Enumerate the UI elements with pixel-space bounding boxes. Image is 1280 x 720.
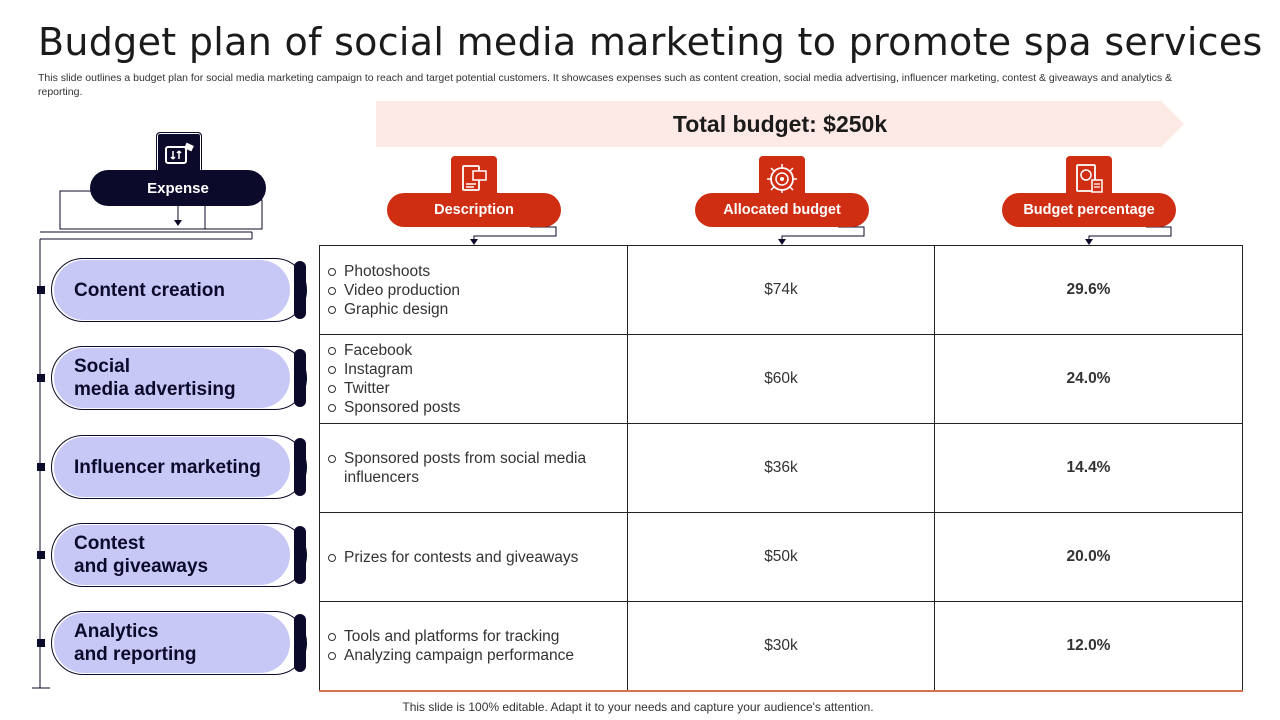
list-item: Prizes for contests and giveaways: [326, 548, 627, 567]
row-connector-dot: [37, 639, 45, 647]
row-label-line1: Contest: [74, 533, 145, 554]
list-item: Sponsored posts from social media influe…: [326, 449, 627, 487]
description-cell: Facebook Instagram Twitter Sponsored pos…: [319, 334, 628, 424]
row-label-line1: Social: [74, 356, 130, 377]
page-title: Budget plan of social media marketing to…: [38, 20, 1263, 64]
row-connector-dot: [37, 551, 45, 559]
row-label-content-creation: Content creation: [54, 260, 290, 320]
total-budget-banner: Total budget: $250k: [376, 101, 1184, 147]
row-label-line2: and giveaways: [74, 556, 209, 577]
allocated-cell: $60k: [627, 334, 935, 424]
description-cell: Photoshoots Video production Graphic des…: [319, 245, 628, 335]
allocated-cell: $50k: [627, 512, 935, 602]
list-item: Graphic design: [326, 300, 627, 319]
table-row: Facebook Instagram Twitter Sponsored pos…: [319, 334, 1243, 424]
description-cell: Tools and platforms for tracking Analyzi…: [319, 601, 628, 692]
header-budget-percentage: Budget percentage: [1002, 193, 1176, 227]
row-label-line2: and reporting: [74, 644, 197, 665]
percentage-cell: 14.4%: [934, 423, 1243, 513]
row-label-outline: [51, 611, 307, 675]
row-connector-dot: [37, 374, 45, 382]
row-marker-bar: [294, 349, 306, 407]
list-item: Analyzing campaign performance: [326, 646, 627, 665]
row-label-outline: [51, 523, 307, 587]
description-cell: Prizes for contests and giveaways: [319, 512, 628, 602]
list-item: Instagram: [326, 360, 627, 379]
row-label-analytics-reporting: Analytics and reporting: [54, 613, 290, 673]
list-item: Photoshoots: [326, 262, 627, 281]
row-label-line2: media advertising: [74, 379, 236, 400]
percentage-cell: 29.6%: [934, 245, 1243, 335]
table-row: Tools and platforms for tracking Analyzi…: [319, 601, 1243, 692]
expense-label: Expense: [90, 170, 266, 206]
row-marker-bar: [294, 438, 306, 496]
table-row: Sponsored posts from social media influe…: [319, 423, 1243, 513]
row-connector-dot: [37, 286, 45, 294]
description-cell: Sponsored posts from social media influe…: [319, 423, 628, 513]
row-label-line1: Influencer marketing: [74, 456, 261, 478]
row-label-social-media-advertising: Social media advertising: [54, 348, 290, 408]
list-item: Sponsored posts: [326, 398, 627, 417]
percentage-cell: 20.0%: [934, 512, 1243, 602]
row-label-contest-giveaways: Contest and giveaways: [54, 525, 290, 585]
percentage-cell: 12.0%: [934, 601, 1243, 692]
row-marker-bar: [294, 526, 306, 584]
row-label-line1: Analytics: [74, 621, 159, 642]
percentage-cell: 24.0%: [934, 334, 1243, 424]
table-row: Prizes for contests and giveaways $50k 2…: [319, 512, 1243, 602]
allocated-cell: $30k: [627, 601, 935, 692]
header-description: Description: [387, 193, 561, 227]
row-connector-dot: [37, 463, 45, 471]
header-allocated-budget: Allocated budget: [695, 193, 869, 227]
list-item: Facebook: [326, 341, 627, 360]
row-marker-bar: [294, 614, 306, 672]
row-marker-bar: [294, 261, 306, 319]
page-subtitle: This slide outlines a budget plan for so…: [38, 72, 1173, 98]
list-item: Tools and platforms for tracking: [326, 627, 627, 646]
row-label-outline: [51, 346, 307, 410]
table-row: Photoshoots Video production Graphic des…: [319, 245, 1243, 335]
row-label-influencer-marketing: Influencer marketing: [54, 437, 290, 497]
list-item: Video production: [326, 281, 627, 300]
row-label-line1: Content creation: [74, 279, 225, 301]
allocated-cell: $74k: [627, 245, 935, 335]
budget-table: Photoshoots Video production Graphic des…: [319, 245, 1243, 692]
allocated-cell: $36k: [627, 423, 935, 513]
row-label-outline: [51, 435, 307, 499]
list-item: Twitter: [326, 379, 627, 398]
row-label-outline: [51, 258, 307, 322]
footer-note: This slide is 100% editable. Adapt it to…: [402, 700, 874, 714]
